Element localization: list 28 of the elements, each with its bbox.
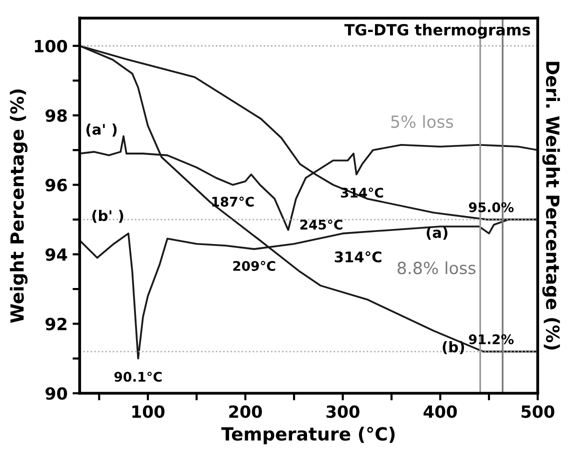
- annotation: 187°C: [212, 196, 254, 207]
- x-tick-label: 500: [522, 405, 554, 418]
- y-tick-label: 100: [34, 40, 68, 52]
- annotation: (b' ): [92, 210, 124, 223]
- x-tick-label: 200: [229, 405, 262, 418]
- annotation: 91.2%: [468, 334, 514, 344]
- y-tick-label: 92: [46, 318, 66, 330]
- annotation: 314°C: [334, 251, 382, 262]
- annotation: 209°C: [233, 260, 276, 271]
- y-tick-label: 96: [46, 178, 67, 192]
- x-tick-label: 300: [326, 405, 360, 418]
- y-tick-label: 98: [46, 109, 67, 122]
- annotation: (a): [426, 226, 448, 240]
- ref-line-label: 8.8% loss: [398, 261, 476, 274]
- annotation: (a' ): [86, 124, 117, 137]
- annotation: 245°C: [300, 220, 342, 230]
- x-axis-title: Temperature (°C): [221, 426, 395, 444]
- x-tick-label: 100: [132, 405, 164, 418]
- y-tick-label: 90: [46, 387, 68, 400]
- y2-axis-title: Deri. Weight Percentage (%): [542, 62, 560, 350]
- ref-line-label: 5% loss: [391, 115, 454, 128]
- annotation: (b): [442, 341, 464, 354]
- annotation: 90.1°C: [114, 372, 162, 382]
- chart-title: TG-DTG thermograms: [344, 24, 530, 39]
- annotation: 95.0%: [468, 202, 514, 212]
- x-tick-label: 400: [424, 405, 457, 418]
- y-tick-label: 94: [46, 248, 68, 261]
- y-axis-title: Weight Percentage (%): [10, 89, 28, 323]
